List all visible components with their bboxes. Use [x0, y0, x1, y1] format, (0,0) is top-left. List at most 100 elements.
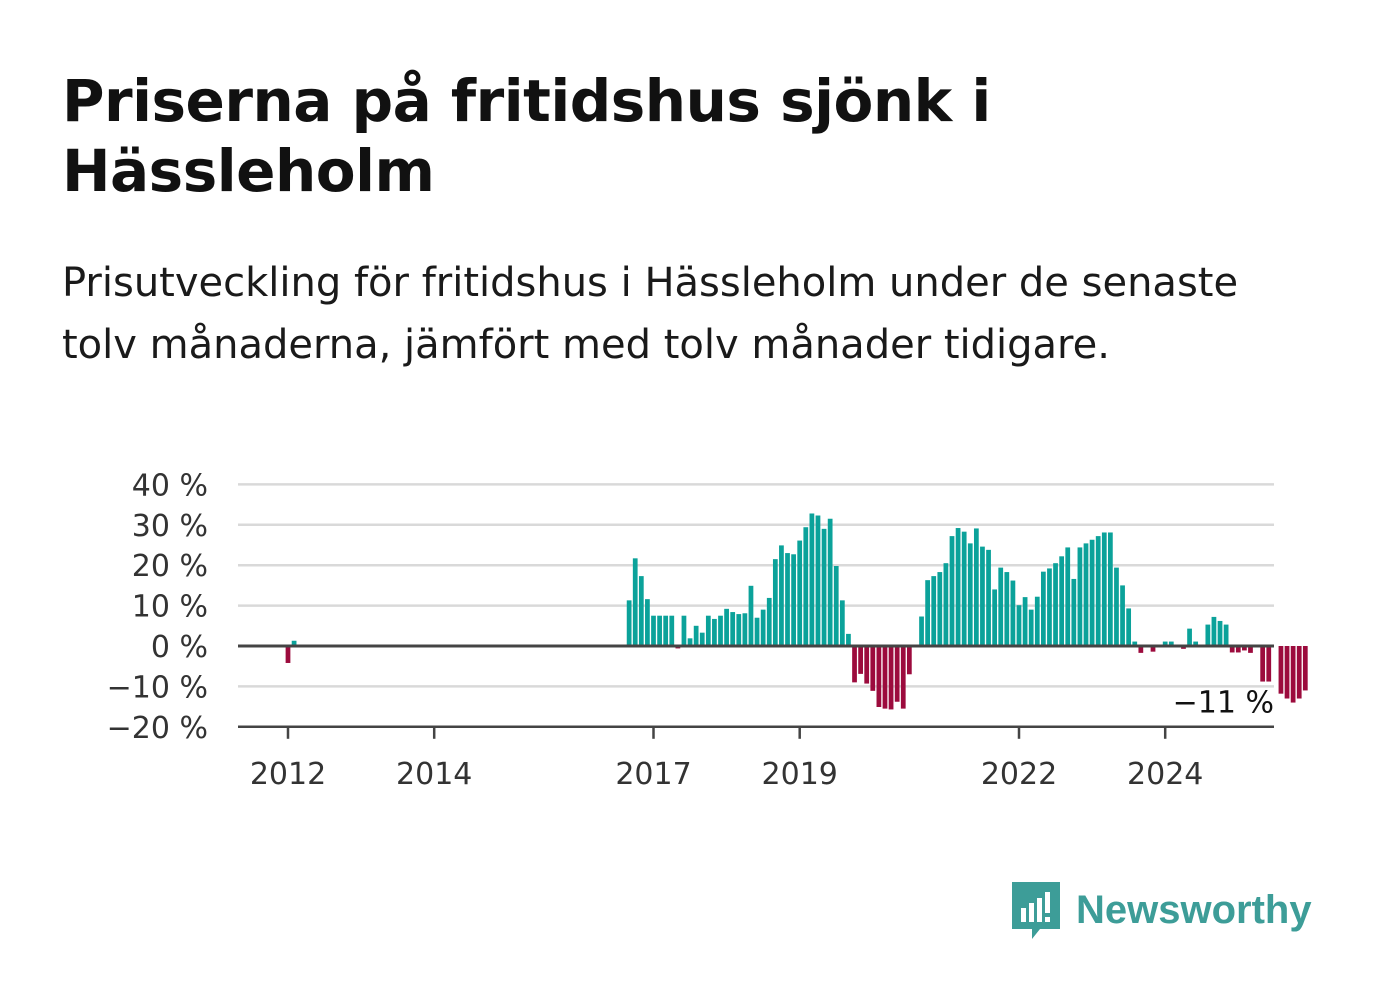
- bar: [638, 576, 644, 646]
- bar: [1296, 646, 1302, 699]
- bar: [1071, 578, 1077, 646]
- axes: [238, 644, 1274, 729]
- bar: [986, 549, 991, 646]
- bar: [730, 612, 736, 646]
- bar: [1040, 571, 1046, 646]
- bar: [632, 558, 638, 646]
- bar: [736, 614, 742, 646]
- bar: [821, 528, 827, 646]
- bar: [1284, 646, 1290, 699]
- bar: [1187, 628, 1192, 646]
- x-tick-label: 2022: [981, 757, 1057, 792]
- bar: [833, 566, 839, 646]
- bar: [864, 646, 870, 684]
- y-tick-label: −10 %: [107, 670, 208, 705]
- bar: [693, 625, 699, 646]
- bar: [651, 615, 656, 646]
- bar: [925, 580, 930, 646]
- bar: [827, 518, 833, 646]
- price-change-bar-chart: 40 %30 %20 %10 %0 %−10 %−20 % 2012 2014 20…: [107, 468, 1308, 792]
- y-tick-label: 30 %: [132, 509, 208, 544]
- bar: [1010, 580, 1016, 646]
- bar: [809, 513, 815, 646]
- bar: [1248, 646, 1253, 653]
- bar: [815, 515, 821, 646]
- bar: [955, 528, 961, 646]
- bar: [1108, 532, 1113, 646]
- bar: [1034, 596, 1040, 646]
- bar: [858, 646, 863, 674]
- bar: [1302, 646, 1308, 691]
- bar: [1095, 536, 1101, 646]
- bar: [705, 615, 711, 646]
- x-axis-ticks: 2012 2014 2017 2019 2022 2024: [250, 726, 1203, 792]
- bar: [1162, 641, 1168, 646]
- bar: [1077, 547, 1083, 646]
- bar: [961, 531, 967, 646]
- bar: [992, 589, 998, 646]
- bar: [1016, 605, 1022, 646]
- bar: [748, 585, 754, 646]
- bar: [973, 528, 979, 646]
- bar: [681, 615, 687, 646]
- y-tick-label: 10 %: [132, 590, 208, 625]
- bar: [1150, 646, 1156, 652]
- bar: [882, 646, 888, 709]
- bar: [943, 563, 949, 646]
- bar: [663, 615, 669, 646]
- bar: [1266, 646, 1272, 682]
- bar: [785, 553, 790, 646]
- bar: [1053, 563, 1058, 646]
- bar: [291, 640, 297, 646]
- brand: Newsworthy: [1010, 878, 1312, 942]
- bar: [645, 599, 650, 646]
- bar: [1138, 646, 1144, 653]
- bar: [657, 615, 662, 646]
- bar: [1168, 641, 1174, 646]
- bar: [900, 646, 906, 709]
- bar: [839, 600, 845, 646]
- bar: [1229, 646, 1235, 653]
- bar: [1211, 616, 1217, 646]
- x-tick-label: 2019: [762, 757, 838, 792]
- bar: [1028, 609, 1034, 646]
- bar: [797, 540, 803, 646]
- bar: [1290, 646, 1296, 703]
- bar: [967, 543, 973, 646]
- bar: [712, 618, 717, 646]
- bar: [669, 615, 675, 646]
- bar: [285, 646, 291, 663]
- y-tick-label: 0 %: [151, 630, 208, 665]
- chart-title: Priserna på fritidshus sjönk i Hässlehol…: [62, 67, 991, 205]
- bar: [1126, 608, 1132, 646]
- bar: [626, 600, 632, 646]
- x-tick-label: 2012: [250, 757, 326, 792]
- y-tick-label: −20 %: [107, 711, 208, 746]
- bar: [1101, 532, 1107, 646]
- bar: [980, 546, 985, 646]
- bar: [742, 613, 748, 646]
- bar: [772, 559, 778, 646]
- bar: [699, 632, 705, 646]
- x-tick-label: 2024: [1127, 757, 1203, 792]
- bar: [1022, 597, 1028, 646]
- bar: [1120, 585, 1125, 646]
- x-tick-label: 2017: [615, 757, 691, 792]
- chart-subtitle: Prisutveckling för fritidshus i Hässleho…: [62, 260, 1239, 368]
- bar: [1193, 641, 1199, 646]
- y-tick-label: 40 %: [132, 468, 208, 503]
- bar: [1089, 539, 1095, 646]
- bar: [949, 536, 955, 646]
- bar: [1132, 641, 1138, 646]
- bar: [1059, 556, 1065, 646]
- y-axis-ticks: 40 % 30 % 20 % 10 % 0 % −10 % −20 %: [107, 468, 208, 745]
- bar: [1083, 543, 1089, 646]
- bar: [1047, 568, 1052, 646]
- bar: [1242, 646, 1247, 651]
- bar: [876, 646, 882, 707]
- bars: [285, 513, 1308, 710]
- bar: [724, 608, 729, 646]
- latest-value-label: −11 %: [1173, 686, 1274, 721]
- bar: [766, 597, 772, 646]
- bar: [791, 554, 796, 646]
